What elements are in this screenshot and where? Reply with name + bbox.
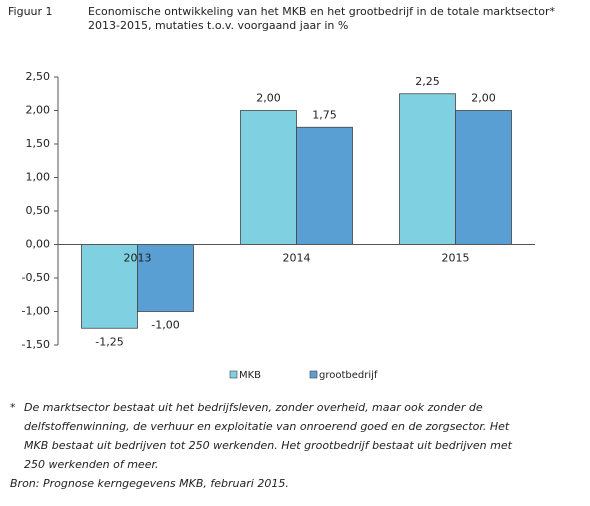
- legend-label: grootbedrijf: [319, 370, 378, 381]
- y-tick-label: 0,00: [26, 238, 51, 251]
- bar: [137, 244, 194, 312]
- footnote-line: MKB bestaat uit bedrijven tot 250 werken…: [24, 439, 513, 452]
- legend-label: MKB: [239, 370, 261, 381]
- legend-swatch: [309, 370, 318, 379]
- value-label: -1,00: [151, 319, 179, 332]
- value-label: 2,00: [471, 92, 496, 105]
- footnote-line: delfstoffenwinning, de verhuur en exploi…: [24, 420, 510, 433]
- footnote-marker: *: [10, 401, 16, 414]
- y-tick-label: -1,50: [22, 338, 50, 351]
- value-label: -1,25: [95, 335, 123, 348]
- figure-label: Figuur 1: [8, 5, 53, 18]
- legend-swatch: [229, 370, 238, 379]
- y-tick-label: 2,50: [26, 70, 51, 83]
- bar: [296, 126, 353, 245]
- y-tick-label: -1,00: [22, 305, 50, 318]
- value-label: 2,25: [415, 75, 440, 88]
- y-tick-label: 2,00: [26, 104, 51, 117]
- source: Bron: Prognose kerngegevens MKB, februar…: [10, 477, 289, 490]
- x-tick-label: 2013: [124, 252, 152, 265]
- value-label: 1,75: [312, 108, 337, 121]
- bar: [240, 110, 297, 245]
- y-tick-label: -0,50: [22, 271, 50, 284]
- bar: [399, 93, 456, 245]
- y-tick-label: 1,50: [26, 137, 51, 150]
- chart-title: Economische ontwikkeling van het MKB en …: [88, 5, 555, 18]
- y-tick-label: 0,50: [26, 204, 51, 217]
- bar: [455, 110, 512, 245]
- x-tick-label: 2015: [442, 252, 470, 265]
- x-tick-label: 2014: [283, 252, 311, 265]
- y-tick-label: 1,00: [26, 171, 51, 184]
- chart-subtitle: 2013-2015, mutaties t.o.v. voorgaand jaa…: [88, 19, 348, 32]
- footnote-line: 250 werkenden of meer.: [24, 458, 158, 471]
- footnote-line: De marktsector bestaat uit het bedrijfsl…: [24, 401, 483, 414]
- value-label: 2,00: [256, 92, 281, 105]
